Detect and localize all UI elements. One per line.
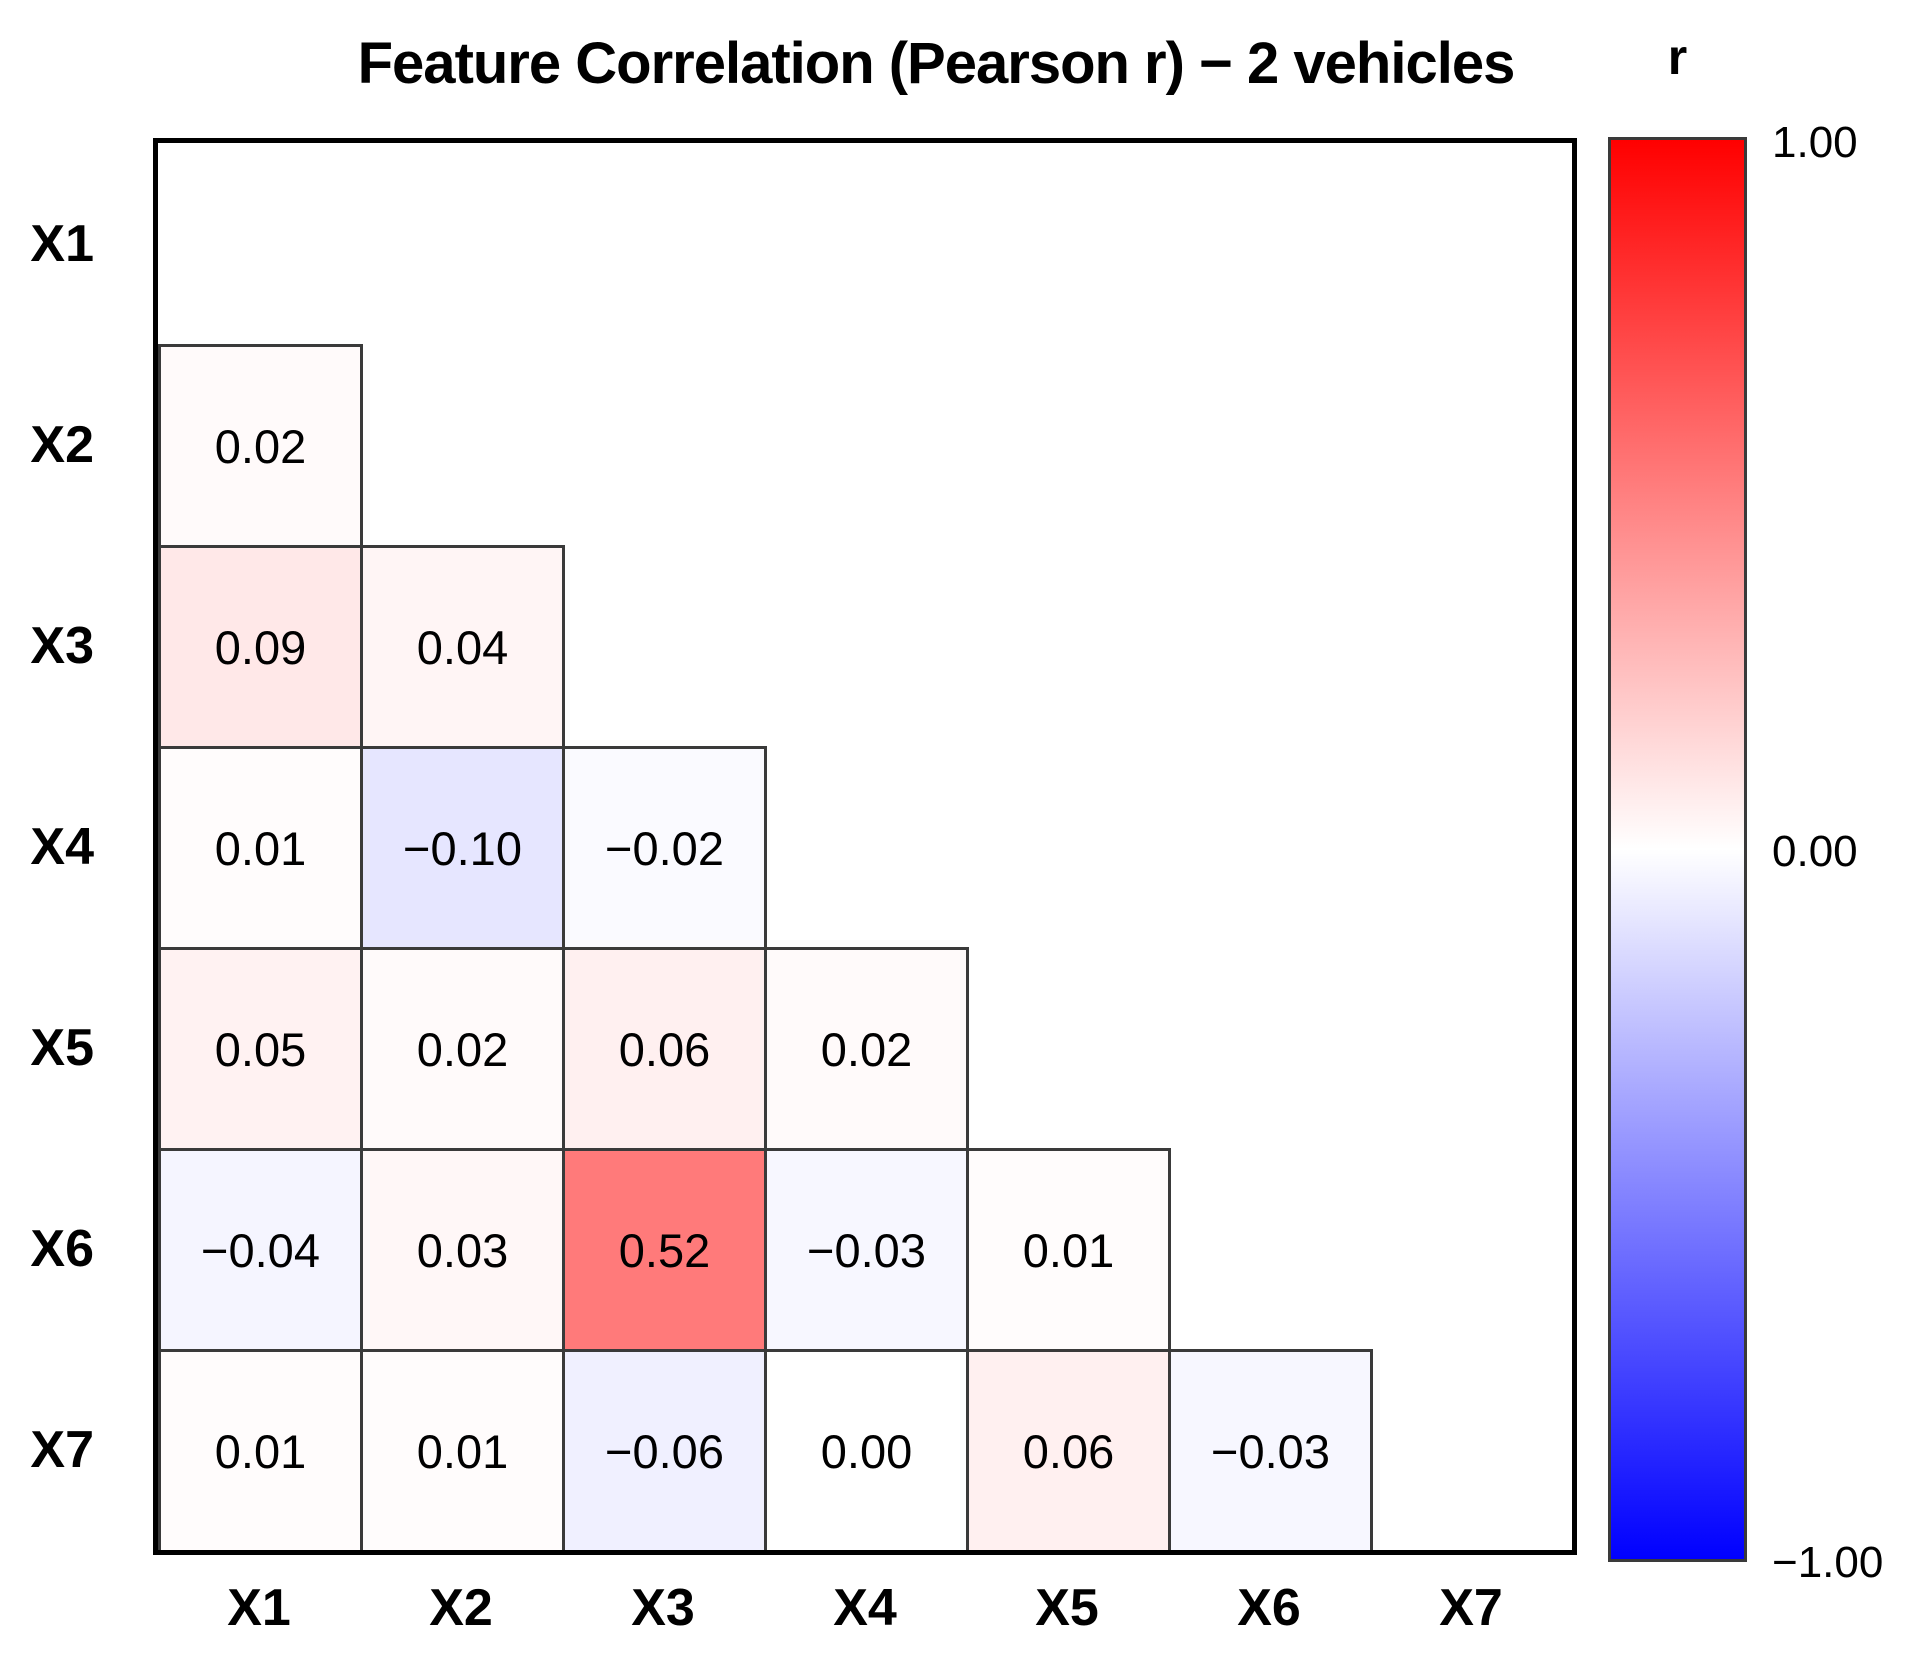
y-tick-label-X1: X1 [30, 214, 94, 273]
heatmap-cell-X7-X2: 0.01 [360, 1349, 565, 1553]
y-tick-label-X6: X6 [30, 1219, 94, 1278]
heatmap-cell-X2-X1: 0.02 [158, 344, 363, 548]
y-tick-label-X3: X3 [30, 616, 94, 675]
heatmap-plot-area: 0.02 0.09 0.04 0.01 −0.10 −0.02 0.05 0.02 0.06 0.… [158, 143, 1572, 1553]
heatmap-cell-X5-X2: 0.02 [360, 947, 565, 1151]
colorbar-tick-min: −1.00 [1772, 1538, 1884, 1587]
heatmap-cell-X7-X6: −0.03 [1168, 1349, 1373, 1553]
heatmap-cell-X3-X1: 0.09 [158, 545, 363, 749]
x-tick-label-X2: X2 [429, 1579, 493, 1637]
heatmap-cell-X3-X2: 0.04 [360, 545, 565, 749]
y-tick-label-X5: X5 [30, 1018, 94, 1077]
heatmap-cell-X7-X3: −0.06 [562, 1349, 767, 1553]
y-tick-label-X7: X7 [30, 1420, 94, 1479]
heatmap-cell-X6-X5: 0.01 [966, 1148, 1171, 1352]
heatmap-cell-X4-X3: −0.02 [562, 746, 767, 950]
heatmap-cell-X6-X2: 0.03 [360, 1148, 565, 1352]
heatmap-cell-X7-X5: 0.06 [966, 1349, 1171, 1553]
x-tick-label-X1: X1 [227, 1579, 291, 1637]
heatmap-cell-X5-X4: 0.02 [764, 947, 969, 1151]
x-tick-label-X4: X4 [833, 1579, 897, 1637]
x-tick-label-X6: X6 [1237, 1579, 1301, 1637]
heatmap-cell-X6-X1: −0.04 [158, 1148, 363, 1352]
colorbar-tick-mid: 0.00 [1772, 827, 1858, 876]
heatmap-cell-X5-X3: 0.06 [562, 947, 767, 1151]
x-tick-label-X7: X7 [1439, 1579, 1503, 1637]
y-tick-label-X4: X4 [30, 817, 94, 876]
heatmap-cell-X6-X4: −0.03 [764, 1148, 969, 1352]
heatmap-cell-X4-X1: 0.01 [158, 746, 363, 950]
colorbar-title: r [1667, 29, 1688, 85]
colorbar-tick-max: 1.00 [1772, 118, 1858, 167]
heatmap-cell-X7-X4: 0.00 [764, 1349, 969, 1553]
y-tick-label-X2: X2 [30, 415, 94, 474]
heatmap-cell-X7-X1: 0.01 [158, 1349, 363, 1553]
x-tick-label-X5: X5 [1035, 1579, 1099, 1637]
heatmap-cell-X5-X1: 0.05 [158, 947, 363, 1151]
chart-title: Feature Correlation (Pearson r) − 2 vehi… [357, 31, 1516, 96]
x-tick-label-X3: X3 [631, 1579, 695, 1637]
heatmap-cell-X6-X3: 0.52 [562, 1148, 767, 1352]
colorbar-gradient [1608, 137, 1747, 1562]
heatmap-cell-X4-X2: −0.10 [360, 746, 565, 950]
